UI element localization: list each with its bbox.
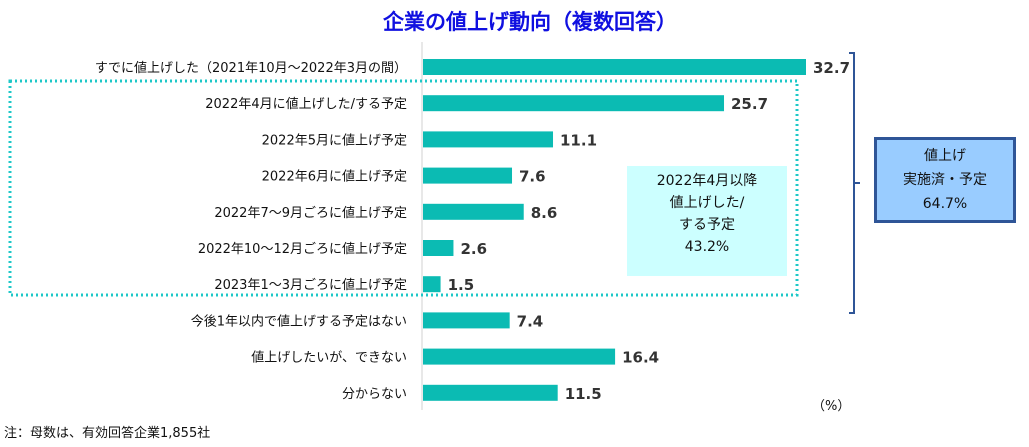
- bar: [423, 203, 524, 220]
- group-dotted-box: [8, 79, 799, 297]
- category-label: 分からない: [342, 387, 407, 402]
- bar: [423, 167, 513, 184]
- value-label: 32.7: [813, 59, 850, 77]
- bar: [423, 59, 806, 75]
- group-annotation-box: 2022年4月以降 値上げした/ する予定 43.2%: [627, 166, 787, 276]
- category-label: 2022年7～9月ごろに値上げ予定: [214, 205, 407, 221]
- total-annotation-box: 値上げ 実施済・予定 64.7%: [874, 137, 1016, 223]
- annotation-line: 値上げ: [924, 148, 966, 164]
- bar: [423, 312, 510, 329]
- value-label: 7.6: [519, 168, 546, 186]
- bar: [423, 131, 554, 148]
- annotation-line: 43.2%: [684, 239, 730, 255]
- value-label: 8.6: [531, 204, 558, 222]
- value-label: 11.1: [560, 131, 597, 149]
- unit-label: （%）: [812, 399, 851, 414]
- annotation-line: 64.7%: [922, 196, 968, 212]
- category-label: 2022年10～12月ごろに値上げ予定: [198, 241, 407, 257]
- value-label: 25.7: [731, 95, 768, 113]
- bracket: [849, 52, 860, 314]
- bar: [423, 240, 454, 256]
- category-label: 値上げしたいが、できない: [251, 350, 407, 366]
- bar: [423, 276, 441, 293]
- annotation-line: 2022年4月以降: [656, 173, 758, 189]
- value-label: 16.4: [622, 349, 659, 367]
- annotation-line: する予定: [679, 217, 735, 233]
- annotation-line: 実施済・予定: [903, 172, 987, 188]
- bar: [423, 348, 616, 365]
- category-label: すでに値上げした（2021年10月～2022年3月の間）: [95, 60, 407, 76]
- category-label: 今後1年以内で値上げする予定はない: [191, 313, 407, 329]
- category-label: 2023年1～3月ごろに値上げ予定: [214, 277, 407, 293]
- value-label: 1.5: [448, 276, 475, 294]
- value-label: 2.6: [460, 240, 487, 258]
- footnote: 注：母数は、有効回答企業1,855社: [4, 426, 211, 441]
- value-label: 7.4: [517, 312, 544, 330]
- bar: [423, 95, 725, 112]
- value-label: 11.5: [565, 385, 602, 403]
- chart-title: 企業の値上げ動向（複数回答）: [383, 10, 677, 34]
- category-label: 2022年5月に値上げ予定: [262, 132, 407, 148]
- category-label: 2022年6月に値上げ予定: [262, 169, 407, 185]
- annotation-line: 値上げした/: [669, 195, 745, 211]
- bar: [423, 384, 558, 401]
- category-label: 2022年4月に値上げした/する予定: [205, 96, 407, 112]
